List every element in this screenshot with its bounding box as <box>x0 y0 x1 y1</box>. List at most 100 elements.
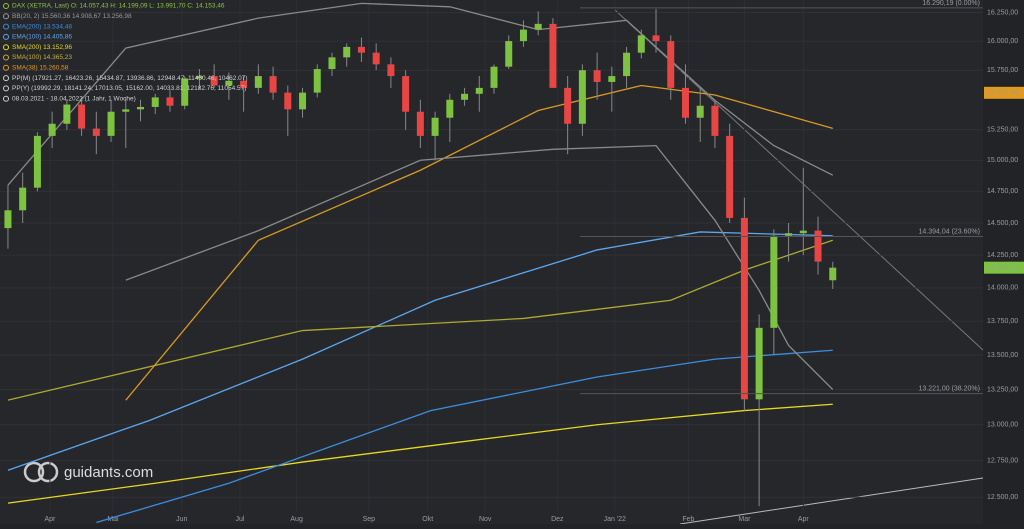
y-tick-label: 14.250,00 <box>987 252 1018 259</box>
candle-body <box>63 104 71 124</box>
candle-body <box>814 230 822 262</box>
legend-text: EMA(200) 13.534,48 <box>12 23 72 30</box>
candle-body <box>122 109 130 112</box>
legend-text: PP(Y) (19992.29, 18141.24, 17013.05, 151… <box>12 85 246 92</box>
legend-text: PP(M) (17921.27, 16423.26, 15434.87, 139… <box>12 75 248 82</box>
legend-icon <box>3 13 9 20</box>
indicator-line <box>96 349 833 524</box>
candle-body <box>343 46 351 58</box>
x-tick-label: Jul <box>235 516 244 523</box>
candle-body <box>637 35 645 53</box>
fib-label: 14.394,04 (23.60%) <box>919 228 981 235</box>
candle-body <box>151 97 159 107</box>
candle-body <box>446 99 454 118</box>
y-tick-label: 13.500,00 <box>987 352 1018 359</box>
candle-body <box>357 46 365 53</box>
candle-body <box>225 80 233 86</box>
price-tag-label: 14.153,46 <box>987 265 1018 272</box>
candle-body <box>107 111 115 136</box>
candle-body <box>534 23 542 30</box>
price-tag <box>984 261 1024 274</box>
fib-label: 13.221,00 (38.20%) <box>919 385 981 392</box>
candle-body <box>48 123 56 136</box>
indicator-line <box>125 84 833 401</box>
legend-text: 08.03.2021 - 18.04.2022 (1 Jahr, 1 Woche… <box>12 95 136 102</box>
y-tick-label: 14.750,00 <box>987 188 1018 195</box>
candle-body <box>681 87 689 118</box>
candle-body <box>490 66 498 88</box>
y-tick-label: 15.750,00 <box>987 67 1018 74</box>
candle-body <box>799 230 807 234</box>
y-tick-label: 12.750,00 <box>987 457 1018 464</box>
legend-text: SMA(38) 15.260,58 <box>12 65 69 72</box>
candle-body <box>593 70 601 82</box>
legend-icon <box>3 44 9 51</box>
legend-icon <box>3 75 9 82</box>
candle-body <box>726 135 734 218</box>
x-tick-label: Okt <box>422 516 433 523</box>
candle-body <box>328 57 336 70</box>
legend-icon <box>3 85 9 92</box>
y-tick-label: 15.250,00 <box>987 127 1018 134</box>
x-tick-label: Nov <box>479 516 492 523</box>
y-tick-label: 13.750,00 <box>987 318 1018 325</box>
legend-icon <box>3 3 9 9</box>
y-tick-label: 14.500,00 <box>987 220 1018 227</box>
candle-body <box>652 35 660 42</box>
candle-body <box>829 267 837 281</box>
candle-body <box>387 64 395 77</box>
y-tick-label: 15.000,00 <box>987 157 1018 164</box>
candle-body <box>475 87 483 94</box>
candle-body <box>608 76 616 82</box>
candle-body <box>667 41 675 88</box>
x-tick-label: Feb <box>682 516 694 523</box>
y-tick-label: 16.250,00 <box>987 9 1018 16</box>
candle-body <box>284 92 292 110</box>
candle-body <box>740 217 748 400</box>
x-tick-label: Jan '22 <box>604 516 626 523</box>
indicator-line <box>7 2 834 186</box>
x-tick-label: Sep <box>363 516 376 523</box>
candle-body <box>33 135 41 188</box>
candle-body <box>78 104 86 129</box>
legend-text: BB(20, 2) 15.560,36 14.908,67 13.256,98 <box>12 13 132 20</box>
candle-body <box>4 210 12 229</box>
y-tick-label: 13.250,00 <box>987 386 1018 393</box>
legend-icon <box>3 23 9 30</box>
candle-body <box>269 76 277 93</box>
indicator-line <box>7 231 833 471</box>
candle-body <box>416 111 424 136</box>
candle-body <box>431 117 439 136</box>
x-tick-label: Mar <box>738 516 751 523</box>
legend-icon <box>3 54 9 61</box>
x-tick-label: Mai <box>107 516 119 523</box>
y-tick-label: 14.000,00 <box>987 285 1018 292</box>
candle-body <box>372 52 380 65</box>
candle-body <box>461 93 469 100</box>
legend-icon <box>3 64 9 71</box>
legend-text: SMA(100) 14.365,23 <box>12 54 72 61</box>
candle-body <box>623 52 631 77</box>
candle-body <box>92 128 100 136</box>
y-tick-label: 12.500,00 <box>987 494 1018 501</box>
candle-body <box>519 29 527 42</box>
candle-body <box>313 69 321 93</box>
legend-icon <box>3 95 9 102</box>
candle-body <box>770 235 778 328</box>
trend-line <box>679 477 984 525</box>
price-tag-label: 15.558,44 <box>987 90 1018 97</box>
legend-text: SMA(200) 13.152,96 <box>12 44 72 51</box>
candle-body <box>578 70 586 124</box>
candle-body <box>195 76 203 79</box>
logo-text: guidants.com <box>64 464 153 481</box>
candle-body <box>181 78 189 106</box>
legend-icon <box>3 33 9 40</box>
price-tag <box>984 86 1024 99</box>
x-tick-label: Jun <box>176 516 187 523</box>
candle-body <box>299 92 307 110</box>
x-tick-label: Apr <box>44 516 56 523</box>
candle-body <box>755 327 763 400</box>
candle-body <box>402 76 410 112</box>
indicator-line <box>7 403 833 504</box>
